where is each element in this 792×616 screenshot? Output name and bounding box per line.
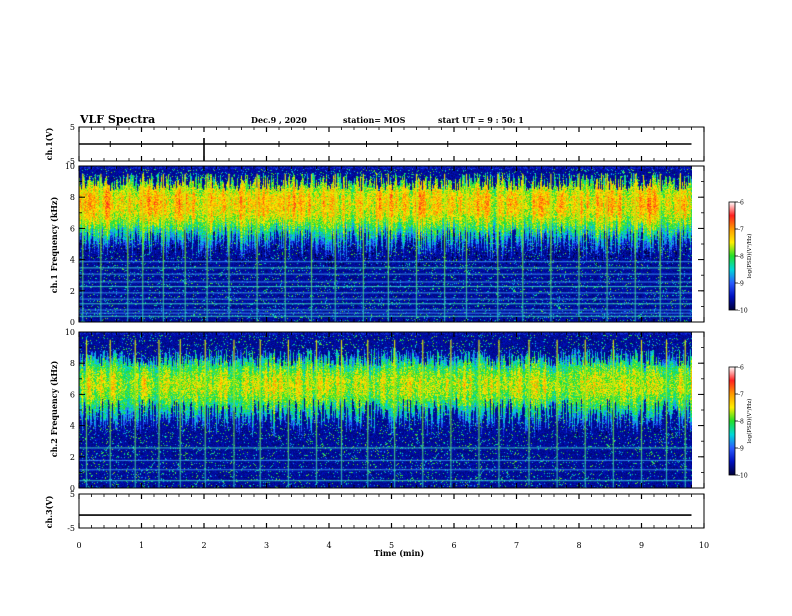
- y-tick-label: 0: [70, 318, 75, 327]
- colorbar-label: log(PSD)(V²/Hz): [746, 234, 753, 279]
- colorbar-swatch: [728, 201, 736, 311]
- ch3-voltage-frame: [78, 493, 705, 529]
- y-tick-label: 2: [70, 453, 75, 462]
- y-tick-label: 5: [70, 490, 75, 499]
- y-tick-label: 4: [70, 422, 75, 431]
- y-tick-label: -5: [67, 157, 75, 166]
- ch1-spectrogram-ylabel: ch.1 Frequency (kHz): [49, 197, 59, 294]
- figure-title: VLF Spectra: [79, 113, 155, 126]
- x-tick-label: 6: [451, 541, 456, 550]
- y-tick-label: 10: [65, 328, 75, 337]
- x-tick-label: 7: [514, 541, 519, 550]
- ch1-spectrogram-image: [79, 166, 692, 322]
- ch2-spectrogram-ylabel: ch.2 Frequency (kHz): [49, 361, 59, 458]
- y-tick-label: 2: [70, 287, 75, 296]
- y-tick-label: 0: [70, 484, 75, 493]
- x-tick-label: 10: [699, 541, 709, 550]
- x-tick-label: 0: [76, 541, 81, 550]
- y-tick-label: 4: [70, 256, 75, 265]
- x-tick-label: 1: [139, 541, 144, 550]
- colorbar-tick-label: -7: [738, 227, 744, 234]
- y-tick-label: 6: [70, 224, 75, 233]
- colorbar-tick-label: -6: [738, 365, 744, 372]
- colorbar-swatch: [728, 366, 736, 476]
- colorbar-tick-label: -9: [738, 446, 744, 453]
- colorbar-tick-label: -7: [738, 392, 744, 399]
- x-axis-label: Time (min): [374, 548, 424, 558]
- x-tick-label: 5: [389, 541, 394, 550]
- header-start-time: start UT = 9 : 50: 1: [438, 115, 524, 125]
- y-tick-label: 10: [65, 162, 75, 171]
- x-tick-label: 4: [326, 541, 331, 550]
- y-tick-label: 6: [70, 390, 75, 399]
- ch3-voltage-panel: 5 -50 1 2 3 4 5 6 7 8 9 10: [67, 490, 709, 550]
- y-tick-label: 8: [70, 193, 75, 202]
- x-tick-label: 8: [576, 541, 581, 550]
- x-tick-label: 2: [201, 541, 206, 550]
- ch1-spectrogram-panel: 0 2 4 6 8 10: [65, 162, 705, 327]
- colorbar-tick-label: -10: [738, 308, 748, 315]
- colorbar-tick-label: -8: [738, 254, 744, 261]
- x-tick-label: 3: [264, 541, 269, 550]
- ch2-spectrogram-image: [79, 332, 692, 488]
- ch1-voltage-panel: 5 -5: [67, 123, 705, 166]
- header-date: Dec.9 , 2020: [251, 115, 307, 125]
- colorbar-label: log(PSD)(V²/Hz): [746, 399, 753, 444]
- y-tick-label: 8: [70, 359, 75, 368]
- x-tick-label: 9: [639, 541, 644, 550]
- ch2-colorbar: -6 -7 -8 -9 -10 log(PSD)(V²/Hz): [728, 365, 753, 480]
- ch1-voltage-ylabel: ch.1(V): [44, 127, 54, 160]
- colorbar-tick-label: -6: [738, 200, 744, 207]
- colorbar-tick-label: -9: [738, 281, 744, 288]
- colorbar-tick-label: -8: [738, 419, 744, 426]
- ch3-voltage-ylabel: ch.3(V): [44, 495, 54, 528]
- colorbar-tick-label: -10: [738, 473, 748, 480]
- y-tick-label: 5: [70, 123, 75, 132]
- ch2-spectrogram-panel: 0 2 4 6 8 10: [65, 328, 705, 493]
- header-station: station= MOS: [343, 115, 406, 125]
- ch1-colorbar: -6 -7 -8 -9 -10 log(PSD)(V²/Hz): [728, 200, 753, 315]
- y-tick-label: -5: [67, 524, 75, 533]
